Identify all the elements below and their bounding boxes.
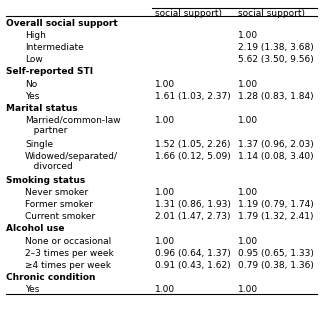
Text: 1.66 (0.12, 5.09): 1.66 (0.12, 5.09) bbox=[156, 152, 231, 161]
Text: 1.28 (0.83, 1.84): 1.28 (0.83, 1.84) bbox=[238, 92, 313, 100]
Text: Marital status: Marital status bbox=[6, 104, 78, 113]
Text: Chronic condition: Chronic condition bbox=[6, 273, 96, 282]
Text: ≥4 times per week: ≥4 times per week bbox=[25, 261, 111, 270]
Text: Married/common-law: Married/common-law bbox=[25, 116, 121, 125]
Text: 1.00: 1.00 bbox=[156, 80, 175, 89]
Text: 1.00: 1.00 bbox=[238, 236, 258, 245]
Text: 1.19 (0.79, 1.74): 1.19 (0.79, 1.74) bbox=[238, 200, 313, 209]
Text: 1.14 (0.08, 3.40): 1.14 (0.08, 3.40) bbox=[238, 152, 313, 161]
Text: None or occasional: None or occasional bbox=[25, 236, 111, 245]
Text: 2.01 (1.47, 2.73): 2.01 (1.47, 2.73) bbox=[156, 212, 231, 221]
Text: 1.61 (1.03, 2.37): 1.61 (1.03, 2.37) bbox=[156, 92, 231, 100]
Text: Smoking status: Smoking status bbox=[6, 176, 86, 185]
Text: 1.00: 1.00 bbox=[156, 116, 175, 125]
Text: Never smoker: Never smoker bbox=[25, 188, 88, 197]
Text: Current smoker: Current smoker bbox=[25, 212, 95, 221]
Text: Yes: Yes bbox=[25, 92, 39, 100]
Text: 0.96 (0.64, 1.37): 0.96 (0.64, 1.37) bbox=[156, 249, 231, 258]
Text: 1.00: 1.00 bbox=[156, 236, 175, 245]
Text: Former smoker: Former smoker bbox=[25, 200, 93, 209]
Text: 1.00: 1.00 bbox=[238, 80, 258, 89]
Text: 0.91 (0.43, 1.62): 0.91 (0.43, 1.62) bbox=[156, 261, 231, 270]
Text: 2.19 (1.38, 3.68): 2.19 (1.38, 3.68) bbox=[238, 43, 313, 52]
Text: 5.62 (3.50, 9.56): 5.62 (3.50, 9.56) bbox=[238, 55, 313, 64]
Text: No: No bbox=[25, 80, 37, 89]
Text: Single: Single bbox=[25, 140, 53, 149]
Text: 1.00: 1.00 bbox=[156, 285, 175, 294]
Text: Self-reported STI: Self-reported STI bbox=[6, 68, 93, 76]
Text: 1.52 (1.05, 2.26): 1.52 (1.05, 2.26) bbox=[156, 140, 231, 149]
Text: 1.00: 1.00 bbox=[238, 285, 258, 294]
Text: divorced: divorced bbox=[25, 162, 73, 171]
Text: 1.31 (0.86, 1.93): 1.31 (0.86, 1.93) bbox=[156, 200, 231, 209]
Text: Low: Low bbox=[25, 55, 43, 64]
Text: 1.00: 1.00 bbox=[238, 116, 258, 125]
Text: social support): social support) bbox=[238, 9, 305, 18]
Text: 1.37 (0.96, 2.03): 1.37 (0.96, 2.03) bbox=[238, 140, 313, 149]
Text: 1.00: 1.00 bbox=[238, 31, 258, 40]
Text: Yes: Yes bbox=[25, 285, 39, 294]
Text: 1.00: 1.00 bbox=[156, 188, 175, 197]
Text: 0.95 (0.65, 1.33): 0.95 (0.65, 1.33) bbox=[238, 249, 314, 258]
Text: 0.79 (0.38, 1.36): 0.79 (0.38, 1.36) bbox=[238, 261, 314, 270]
Text: 1.00: 1.00 bbox=[238, 188, 258, 197]
Text: 2–3 times per week: 2–3 times per week bbox=[25, 249, 114, 258]
Text: Intermediate: Intermediate bbox=[25, 43, 84, 52]
Text: social support): social support) bbox=[156, 9, 222, 18]
Text: High: High bbox=[25, 31, 46, 40]
Text: Widowed/separated/: Widowed/separated/ bbox=[25, 152, 118, 161]
Text: 1.79 (1.32, 2.41): 1.79 (1.32, 2.41) bbox=[238, 212, 313, 221]
Text: Overall social support: Overall social support bbox=[6, 19, 118, 28]
Text: partner: partner bbox=[25, 126, 68, 135]
Text: Alcohol use: Alcohol use bbox=[6, 224, 65, 234]
